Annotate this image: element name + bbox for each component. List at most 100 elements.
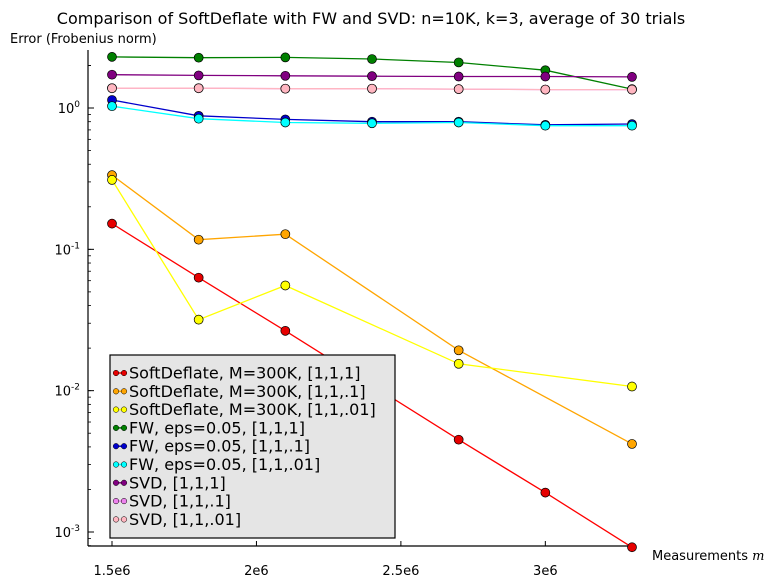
x-axis-label-text: Measurements [652,549,748,564]
data-point [193,83,204,94]
y-tick-base: 10 [58,102,75,117]
data-point [627,439,637,449]
data-point [367,54,377,64]
data-point [453,117,464,128]
legend-item: SVD, [1,1,.1] [112,492,231,511]
data-point [540,120,551,131]
y-tick-exponent: -1 [71,241,80,251]
legend-marker [120,424,128,431]
data-point [453,358,464,369]
data-point [107,69,117,80]
data-point [280,229,291,240]
data-point [280,52,291,63]
y-tick-exponent: -3 [71,524,80,534]
legend-label: SoftDeflate, M=300K, [1,1,1] [129,364,361,383]
x-axis-label: Measurements m [652,549,765,564]
legend-marker [120,406,128,413]
data-point [540,84,551,95]
legend-item: FW, eps=0.05, [1,1,.1] [112,437,310,456]
legend-marker [120,461,128,468]
data-point [627,542,637,553]
data-point [107,52,117,62]
x-axis-label-symbol: m [752,549,764,564]
legend-label: FW, eps=0.05, [1,1,.01] [129,455,320,474]
data-point [453,345,464,356]
y-tick-label: 10-1 [54,241,80,258]
legend: SoftDeflate, M=300K, [1,1,1]SoftDeflate,… [109,354,396,539]
data-point [540,487,551,498]
legend-marker [120,479,128,486]
data-point [193,314,204,325]
x-tick-label: 2.5e6 [382,564,419,579]
x-tick-label: 1.5e6 [94,564,131,579]
legend-label: FW, eps=0.05, [1,1,.1] [129,437,310,456]
data-point [627,120,637,131]
x-tick-label: 3e6 [533,564,558,579]
data-point [280,325,291,336]
legend-marker [120,388,128,395]
data-point [453,71,464,82]
legend-item: FW, eps=0.05, [1,1,1] [112,418,305,437]
legend-marker [112,461,120,468]
legend-box [109,354,396,539]
legend-marker [112,424,120,431]
y-tick-exponent: 0 [74,100,80,110]
data-point [367,71,377,82]
legend-marker [120,369,128,377]
legend-marker [112,443,120,450]
data-point [367,118,377,129]
legend-item: FW, eps=0.05, [1,1,.01] [112,455,320,474]
y-tick-label: 100 [58,100,81,117]
legend-label: SVD, [1,1,.01] [129,510,241,529]
data-point [453,434,464,445]
axes [87,50,632,547]
legend-marker [112,406,120,413]
data-point [107,83,117,94]
legend-label: SoftDeflate, M=300K, [1,1,.01] [129,400,376,419]
data-point [193,113,204,124]
data-point [627,381,637,392]
legend-marker [112,479,120,486]
series [107,175,637,392]
data-point [107,218,117,229]
series [107,101,637,131]
legend-item: SVD, [1,1,.01] [112,510,241,529]
legend-items: SoftDeflate, M=300K, [1,1,1]SoftDeflate,… [112,364,376,529]
series [107,69,637,82]
data-point [453,84,464,94]
data-point [193,272,204,283]
y-tick-base: 10 [54,243,71,258]
y-tick-exponent: -2 [71,383,80,393]
y-tick-base: 10 [54,526,71,541]
y-axis-label: Error (Frobenius norm) [10,32,157,47]
legend-item: SoftDeflate, M=300K, [1,1,.1] [112,382,366,401]
y-tick-label: 10-2 [54,383,80,400]
legend-marker [120,498,128,505]
series-layer [107,52,637,553]
legend-marker [112,388,120,395]
legend-label: SVD, [1,1,.1] [129,492,231,511]
legend-item: SoftDeflate, M=300K, [1,1,.01] [112,400,376,419]
x-ticks: 1.5e6 2e6 2.5e6 3e6 [94,541,558,579]
legend-marker [120,443,128,450]
legend-marker [112,369,120,377]
series [107,83,637,95]
legend-label: SVD, [1,1,1] [129,473,226,492]
data-point [280,280,291,291]
legend-label: SoftDeflate, M=300K, [1,1,.1] [129,382,366,401]
x-tick-label: 2e6 [244,564,269,579]
data-point [627,72,637,82]
data-point [627,84,637,95]
chart-title: Comparison of SoftDeflate with FW and SV… [57,9,685,28]
data-point [280,70,291,81]
data-point [367,83,377,94]
data-point [107,101,117,112]
data-point [193,52,204,63]
y-tick-base: 10 [54,385,71,400]
data-point [193,234,204,245]
legend-item: SoftDeflate, M=300K, [1,1,1] [112,364,361,383]
data-point [453,57,464,68]
data-point [193,70,204,81]
